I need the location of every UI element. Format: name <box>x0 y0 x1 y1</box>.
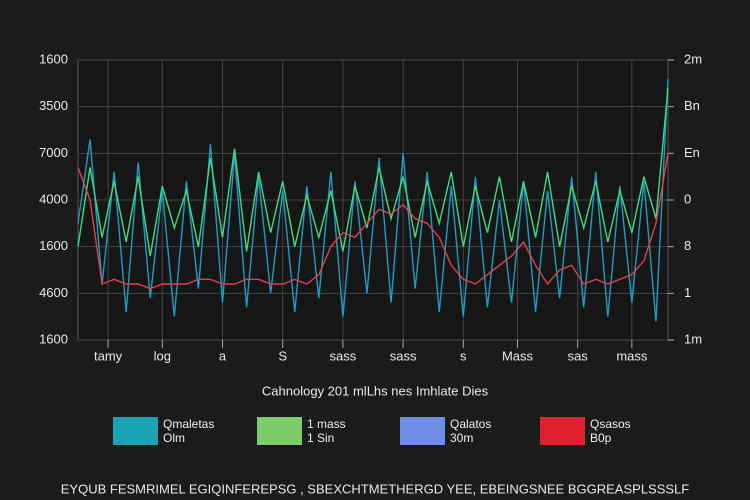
x-tick-label: a <box>219 348 227 363</box>
y-tick-label: 7000 <box>39 145 68 160</box>
y-tick-label: 4600 <box>39 285 68 300</box>
x-tick-label: S <box>278 348 287 363</box>
legend-swatch <box>113 417 158 445</box>
y-tick-label: 3500 <box>39 98 68 113</box>
y2-tick-label: En <box>684 145 700 160</box>
legend-swatch <box>257 417 302 445</box>
x-tick-label: log <box>154 348 171 363</box>
legend-swatch <box>540 417 585 445</box>
legend-label: Qalatos 30m <box>450 417 492 445</box>
x-tick-label: mass <box>616 348 648 363</box>
y2-tick-label: 2m <box>684 51 702 66</box>
legend-swatch <box>400 417 445 445</box>
y-tick-label: 1600 <box>39 238 68 253</box>
y2-tick-label: 1 <box>684 285 691 300</box>
y2-tick-label: Bn <box>684 98 700 113</box>
footer: EYQUB FESMRIMEL EGIQINFEREPSG , SBEXCHTM… <box>61 481 690 496</box>
y-tick-label: 4000 <box>39 191 68 206</box>
y2-tick-label: 1m <box>684 331 702 346</box>
chart-title: Cahnology 201 mlLhs nes Imhlate Dies <box>262 383 489 398</box>
legend-label: Qmaletas Olm <box>163 417 215 445</box>
series-line <box>77 87 669 257</box>
y-tick-label: 1600 <box>39 51 68 66</box>
y-tick-label: 1600 <box>39 331 68 346</box>
x-tick-label: tamy <box>94 348 123 363</box>
legend-label: 1 mass 1 Sin <box>307 417 346 445</box>
x-tick-label: Mass <box>502 348 534 363</box>
y2-tick-label: 0 <box>684 191 691 206</box>
series-line <box>77 153 669 290</box>
x-tick-label: sas <box>568 348 589 363</box>
legend-label: Qsasos B0p <box>590 417 631 445</box>
x-tick-label: sass <box>330 348 357 363</box>
x-tick-label: sass <box>390 348 417 363</box>
y2-tick-label: 8 <box>684 238 691 253</box>
x-tick-label: s <box>460 348 467 363</box>
